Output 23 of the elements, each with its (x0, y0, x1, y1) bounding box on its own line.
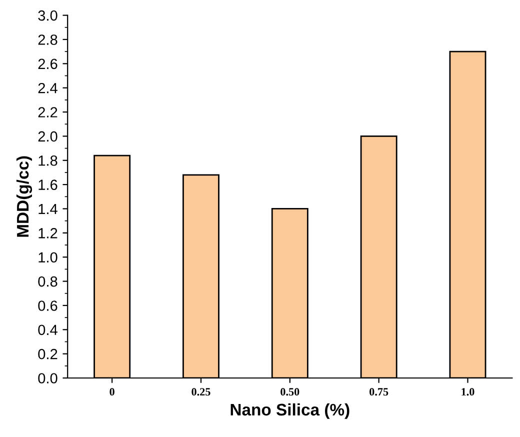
y-axis-title: MDD(g/cc) (16, 156, 32, 237)
y-tick-label: 0.4 (38, 324, 58, 336)
y-tick-label: 1.0 (38, 252, 58, 263)
x-tick-label: 1.0 (462, 388, 474, 396)
y-tick-label: 1.2 (38, 228, 58, 238)
y-tick-label: 1.4 (38, 204, 58, 214)
y-tick-label: 1.6 (38, 180, 58, 190)
y-tick-label: 2.6 (38, 58, 58, 70)
y-tick-label: 1.8 (38, 155, 58, 166)
x-axis-title: Nano Silica (%) (230, 403, 350, 419)
y-tick-label: 0.2 (38, 348, 58, 360)
y-tick-label: 2.0 (38, 131, 58, 142)
y-tick-label: 0.0 (38, 373, 58, 384)
y-tick-label: 3.0 (38, 10, 58, 21)
x-tick-label: 0 (110, 388, 114, 396)
y-tick-label: 0.8 (38, 276, 58, 287)
y-tick-label: 0.6 (38, 300, 58, 311)
x-tick-label: 0.25 (192, 388, 210, 396)
x-tick-label: 0.75 (370, 388, 388, 396)
y-tick-label: 2.8 (38, 34, 58, 45)
y-tick-label: 2.2 (38, 107, 58, 118)
y-tick-label: 2.4 (38, 82, 58, 94)
x-tick-label: 0.50 (280, 388, 300, 396)
